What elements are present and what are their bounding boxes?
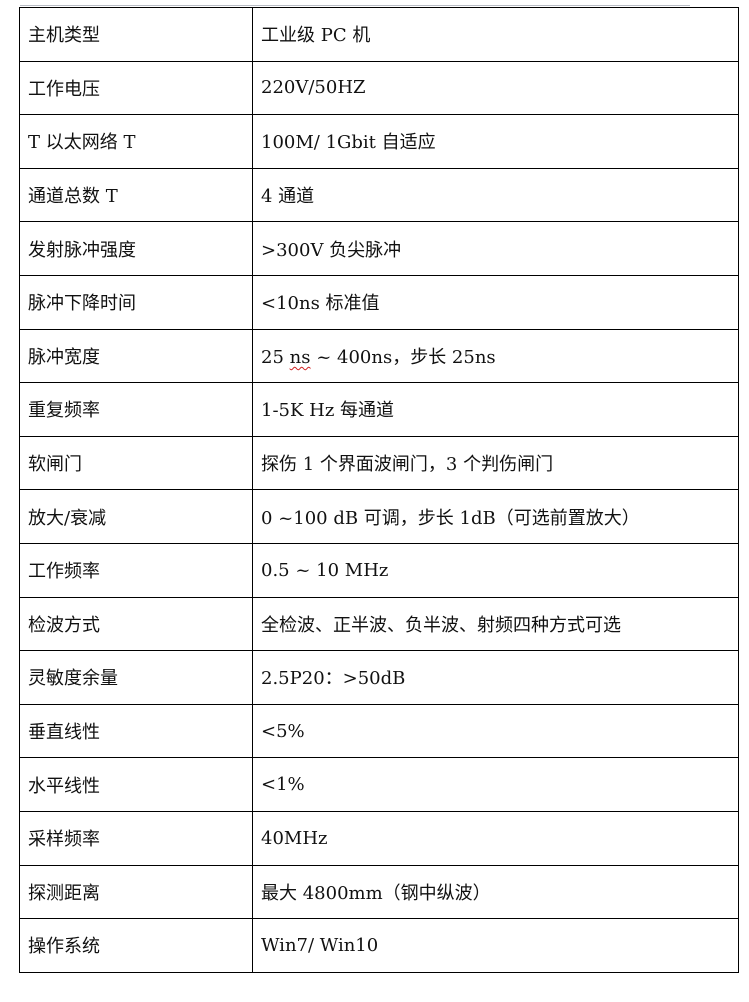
table-row: 重复频率 1-5K Hz 每通道: [19, 382, 739, 437]
spec-value: 全检波、正半波、负半波、射频四种方式可选: [252, 596, 739, 652]
table-row: 灵敏度余量 2.5P20：>50dB: [19, 650, 739, 705]
spec-value: <10ns 标准值: [252, 274, 739, 330]
table-row: 垂直线性 <5%: [19, 703, 739, 759]
spec-label: 操作系统: [19, 918, 253, 973]
spec-value: 100M/ 1Gbit 自适应: [252, 114, 739, 169]
spec-label: 通道总数 T: [19, 167, 253, 223]
spec-value: 探伤 1 个界面波闸门，3 个判伤闸门: [252, 435, 739, 491]
table-row: 脉冲下降时间 <10ns 标准值: [19, 274, 739, 330]
spec-table: 主机类型 工业级 PC 机工作电压 220V/50HZ T 以太网络 T 100M/ 1…: [19, 7, 739, 973]
value-text: 25: [261, 346, 290, 368]
value-text: ~ 400ns，步长 25ns: [310, 346, 496, 368]
spec-value: 0.5 ~ 10 MHz: [252, 542, 739, 598]
spec-label: 灵敏度余量: [19, 650, 253, 705]
spec-label: 软闸门: [19, 435, 253, 491]
table-row: 发射脉冲强度 >300V 负尖脉冲: [19, 221, 739, 276]
spec-value: >300V 负尖脉冲: [252, 221, 739, 276]
spec-value: <1%: [252, 757, 739, 812]
spec-label: 放大/衰减: [19, 489, 253, 544]
spec-label: 水平线性: [19, 757, 253, 812]
spec-value: 最大 4800mm（钢中纵波）: [252, 864, 739, 920]
table-row: 水平线性 <1%: [19, 757, 739, 812]
spellcheck-flagged-text: ns: [289, 346, 311, 368]
spec-label: 重复频率: [19, 382, 253, 437]
spec-label: 脉冲宽度: [19, 328, 253, 384]
spec-value: 4 通道: [252, 167, 739, 223]
spec-label: 发射脉冲强度: [19, 221, 253, 276]
spec-value: 40MHz: [252, 810, 739, 866]
spec-label: 脉冲下降时间: [19, 274, 253, 330]
table-row: 工作频率 0.5 ~ 10 MHz: [19, 542, 739, 598]
spec-value: 220V/50HZ: [252, 60, 739, 116]
spec-value: Win7/ Win10: [252, 918, 739, 973]
table-row: 采样频率 40MHz: [19, 810, 739, 866]
table-row: 脉冲宽度 25 ns ~ 400ns，步长 25ns: [19, 328, 739, 384]
table-row: 主机类型 工业级 PC 机: [19, 7, 739, 62]
spec-table-body: 主机类型 工业级 PC 机工作电压 220V/50HZ T 以太网络 T 100M/ 1…: [19, 7, 739, 973]
table-row: 检波方式 全检波、正半波、负半波、射频四种方式可选: [19, 596, 739, 652]
table-row: 软闸门 探伤 1 个界面波闸门，3 个判伤闸门: [19, 435, 739, 491]
spec-value: <5%: [252, 703, 739, 759]
spec-value: 0 ~100 dB 可调，步长 1dB（可选前置放大）: [252, 489, 739, 544]
spec-value: 工业级 PC 机: [252, 7, 739, 62]
table-row: 操作系统 Win7/ Win10: [19, 918, 739, 973]
table-row: 放大/衰减 0 ~100 dB 可调，步长 1dB（可选前置放大）: [19, 489, 739, 544]
spec-label: 主机类型: [19, 7, 253, 62]
spec-label: 垂直线性: [19, 703, 253, 759]
spec-label: 采样频率: [19, 810, 253, 866]
spec-label: 工作电压: [19, 60, 253, 116]
table-row: 工作电压 220V/50HZ: [19, 60, 739, 116]
spec-label: 检波方式: [19, 596, 253, 652]
spec-label: 工作频率: [19, 542, 253, 598]
spec-value: 2.5P20：>50dB: [252, 650, 739, 705]
table-row: T 以太网络 T 100M/ 1Gbit 自适应: [19, 114, 739, 169]
spec-label: T 以太网络 T: [19, 114, 253, 169]
spec-label: 探测距离: [19, 864, 253, 920]
page-header-rule: [20, 5, 690, 6]
spec-value: 25 ns ~ 400ns，步长 25ns: [252, 328, 739, 384]
table-row: 探测距离 最大 4800mm（钢中纵波）: [19, 864, 739, 920]
spec-value: 1-5K Hz 每通道: [252, 382, 739, 437]
